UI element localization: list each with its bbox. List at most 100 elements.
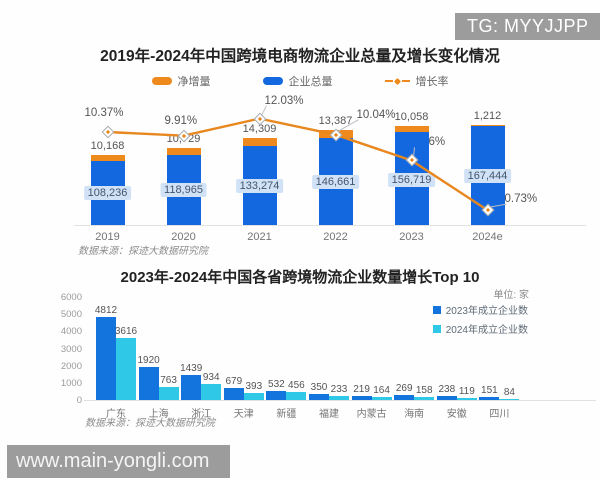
y-tick-4000: 4000 [60, 326, 82, 338]
bar-2023-内蒙古 [351, 396, 372, 400]
x-tick-海南: 海南 [404, 409, 425, 420]
x-tick-2020: 2020 [171, 231, 196, 243]
bar-2023-四川 [479, 397, 500, 400]
value-2023-label: 679 [225, 376, 243, 388]
y-tick-3000: 3000 [60, 343, 82, 355]
legend-label: 企业总量 [288, 76, 333, 88]
top-chart-title: 2019年-2024年中国跨境电商物流企业总量及增长变化情况 [100, 48, 500, 65]
net-increase-cap-2020 [166, 148, 201, 155]
y-tick-2000: 2000 [60, 360, 82, 372]
value-2024-label: 84 [503, 386, 515, 398]
bottom-chart-title: 2023年-2024年中国各省跨境物流企业数量增长Top 10 [120, 269, 480, 286]
total-value-label: 108,236 [83, 186, 132, 201]
bottom-chart-source: 数据来源：探迹大数据研究院 [85, 418, 215, 429]
bar-2023-福建 [309, 393, 329, 400]
bar-2024-安徽 [456, 397, 477, 400]
value-2024-label: 3616 [114, 325, 138, 337]
net-increase-cap-2021 [242, 137, 277, 147]
x-tick-天津: 天津 [233, 409, 254, 420]
x-tick-安徽: 安徽 [446, 409, 467, 420]
value-2023-label: 269 [395, 383, 413, 395]
value-2024-label: 934 [202, 371, 220, 383]
x-tick-广东: 广东 [106, 409, 126, 420]
x-tick-浙江: 浙江 [191, 409, 212, 420]
leader-line [337, 119, 359, 133]
value-2024-label: 456 [288, 380, 305, 392]
bar-2024-福建 [329, 396, 349, 400]
bar-2023-广东 [96, 317, 116, 400]
x-tick-2023: 2023 [399, 231, 424, 243]
legend-label: 净增量 [177, 76, 211, 88]
value-2023-label: 350 [310, 381, 328, 393]
growth-line-swatch-icon [384, 77, 410, 85]
growth-rate-label: 9.91% [164, 114, 198, 127]
legend-item-net-increase: 净增量 [151, 73, 211, 89]
x-tick-福建: 福建 [319, 409, 339, 420]
value-2023-label: 151 [481, 385, 498, 397]
growth-rate-line [107, 105, 507, 212]
bar-2024-内蒙古 [371, 397, 392, 400]
x-tick-2022: 2022 [323, 231, 348, 243]
bottom-x-axis [84, 400, 596, 401]
value-2023-label: 1439 [180, 363, 203, 375]
growth-rate-label: 10.37% [84, 107, 124, 119]
value-2024-label: 233 [330, 384, 348, 395]
x-tick-新疆: 新疆 [276, 409, 297, 420]
x-tick-2024e: 2024e [472, 231, 503, 243]
bar-2023-新疆 [266, 390, 287, 400]
value-2024-label: 164 [373, 385, 390, 397]
net-increase-value-label: 1,212 [473, 110, 502, 123]
bar-2023-安徽 [436, 395, 457, 400]
legend-item-2024: 2024年成立企业数 [432, 321, 528, 336]
y-tick-6000: 6000 [60, 292, 82, 303]
value-2024-label: 158 [415, 385, 433, 397]
y-tick-5000: 5000 [60, 309, 82, 321]
series-2024-swatch-icon [432, 324, 441, 333]
total-value-label: 133,274 [235, 179, 284, 194]
value-2023-label: 1920 [137, 355, 160, 367]
bar-2024-新疆 [286, 392, 307, 400]
total-value-label: 146,661 [311, 175, 360, 190]
x-tick-四川: 四川 [489, 409, 510, 420]
bar-2024-天津 [243, 393, 264, 400]
value-2023-label: 238 [438, 383, 456, 395]
bar-2023-海南 [394, 395, 415, 400]
x-tick-上海: 上海 [148, 409, 169, 420]
x-tick-2021: 2021 [247, 231, 272, 243]
bottom-chart-legend: 2023年成立企业数 2024年成立企业数 [432, 302, 528, 340]
value-2023-label: 532 [268, 378, 285, 390]
net-increase-cap-2023 [394, 126, 429, 133]
legend-item-2023: 2023年成立企业数 [432, 302, 528, 317]
top-chart-legend: 净增量 企业总量 增长率 [0, 73, 600, 89]
bar-2023-浙江 [181, 375, 202, 400]
legend-label: 2024年成立企业数 [445, 325, 528, 336]
x-tick-内蒙古: 内蒙古 [356, 409, 387, 420]
net-increase-value-label: 14,309 [242, 122, 277, 135]
value-2023-label: 219 [353, 384, 370, 396]
legend-item-growth-rate: 增长率 [384, 73, 449, 89]
bar-2023-上海 [138, 367, 159, 400]
value-2024-label: 119 [458, 385, 475, 397]
net-increase-swatch-icon [151, 77, 172, 85]
total-value-label: 156,719 [387, 172, 436, 187]
series-2023-swatch-icon [432, 305, 441, 314]
net-increase-cap-2024e [470, 125, 505, 126]
bar-2024-浙江 [201, 383, 222, 400]
growth-rate-label: 10.04% [356, 108, 396, 121]
top-chart-plot: 108,23610,168201910.37%118,96510,7292020… [60, 95, 590, 250]
total-swatch-icon [262, 77, 283, 85]
net-increase-value-label: 10,168 [90, 139, 125, 152]
top-chart-source: 数据来源：探迹大数据研究院 [78, 246, 208, 257]
y-tick-0: 0 [76, 395, 82, 406]
value-2024-label: 763 [160, 374, 177, 386]
net-increase-cap-2019 [90, 154, 125, 161]
value-2024-label: 393 [245, 381, 263, 393]
legend-label: 增长率 [415, 76, 449, 88]
leader-line [489, 203, 507, 208]
y-tick-1000: 1000 [60, 377, 82, 389]
total-value-label: 167,444 [463, 169, 512, 184]
top-x-axis [74, 225, 586, 226]
bottom-chart-plot: 0 1000 2000 3000 4000 5000 6000 4812 3616 广东 1920 7… [60, 290, 600, 420]
growth-rate-label: 0.73% [504, 193, 538, 206]
